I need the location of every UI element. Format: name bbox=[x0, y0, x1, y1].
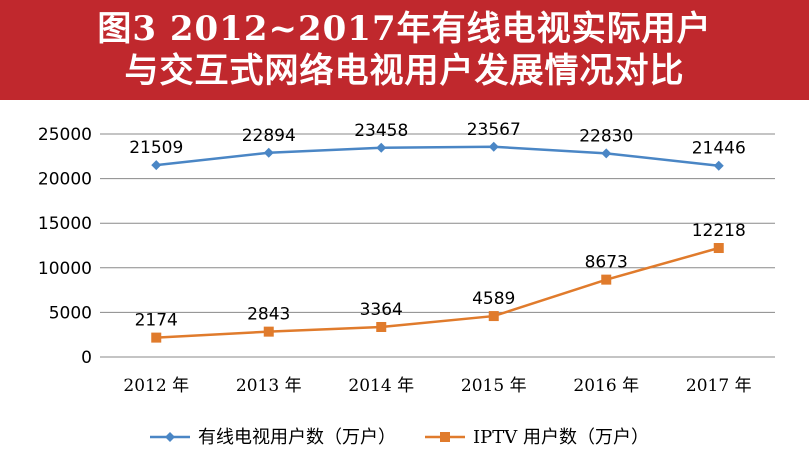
data-label: 12218 bbox=[692, 221, 746, 241]
data-point bbox=[263, 147, 274, 158]
x-tick-label: 2017 年 bbox=[686, 376, 752, 396]
legend-label: 有线电视用户数（万户） bbox=[198, 427, 396, 448]
y-axis-ticks: 0 5000 10000 15000 20000 25000 bbox=[38, 125, 92, 368]
data-labels: 21509 22894 23458 23567 22830 21446 2174 2843 33… bbox=[129, 120, 746, 331]
data-label: 2843 bbox=[247, 305, 290, 325]
y-tick-label: 15000 bbox=[38, 214, 92, 234]
x-tick-label: 2014 年 bbox=[348, 376, 414, 396]
series-layer bbox=[151, 141, 724, 343]
legend-marker bbox=[440, 432, 450, 442]
data-label: 22894 bbox=[242, 126, 296, 146]
x-axis: 2012 年 2013 年 2014 年 2015 年 2016 年 2017 年 bbox=[123, 376, 751, 396]
y-tick-label: 20000 bbox=[38, 170, 92, 190]
legend: 有线电视用户数（万户） IPTV 用户数（万户） bbox=[150, 427, 649, 448]
data-point bbox=[488, 141, 499, 152]
legend-marker bbox=[165, 432, 175, 442]
legend-label: IPTV 用户数（万户） bbox=[473, 427, 649, 448]
chart-title-line-1: 图3 2012~2017年有线电视实际用户 bbox=[97, 9, 712, 49]
data-label: 23458 bbox=[354, 121, 408, 141]
series-line-1 bbox=[156, 246, 720, 339]
data-label: 2174 bbox=[135, 311, 178, 331]
data-label: 21446 bbox=[692, 139, 746, 159]
x-tick-label: 2012 年 bbox=[123, 376, 189, 396]
data-point bbox=[151, 332, 162, 343]
data-label: 8673 bbox=[585, 253, 628, 273]
chart-title-line-2: 与交互式网络电视用户发展情况对比 bbox=[124, 51, 685, 91]
data-label: 3364 bbox=[360, 300, 403, 320]
data-point bbox=[376, 321, 387, 332]
data-label: 22830 bbox=[579, 126, 633, 146]
data-label: 23567 bbox=[467, 120, 521, 140]
data-point bbox=[151, 160, 162, 171]
y-tick-label: 5000 bbox=[49, 303, 92, 323]
data-point bbox=[488, 311, 499, 322]
data-point bbox=[263, 326, 274, 337]
x-tick-label: 2016 年 bbox=[573, 376, 639, 396]
data-label: 21509 bbox=[129, 138, 183, 158]
data-label: 4589 bbox=[472, 289, 515, 309]
x-tick-label: 2013 年 bbox=[236, 376, 302, 396]
data-point bbox=[601, 148, 612, 159]
data-point bbox=[376, 142, 387, 153]
title-banner: 图3 2012~2017年有线电视实际用户 与交互式网络电视用户发展情况对比 bbox=[0, 0, 809, 100]
data-point bbox=[713, 160, 724, 171]
data-point bbox=[601, 274, 612, 285]
series-line-0 bbox=[156, 145, 719, 167]
gridlines bbox=[100, 133, 775, 358]
y-tick-label: 25000 bbox=[38, 125, 92, 145]
y-tick-label: 10000 bbox=[38, 259, 92, 279]
data-point bbox=[713, 243, 724, 254]
y-tick-label: 0 bbox=[81, 348, 92, 368]
x-tick-label: 2015 年 bbox=[461, 376, 527, 396]
